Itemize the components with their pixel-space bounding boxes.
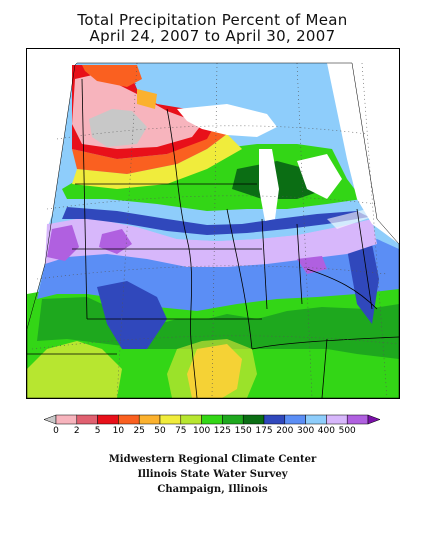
legend-tick-label: 175 <box>255 426 273 436</box>
legend-tick-label: 500 <box>338 426 356 436</box>
legend-swatch <box>97 414 119 425</box>
color-legend <box>43 414 381 425</box>
precip-zone-north-gray <box>89 109 147 147</box>
legend-tick-label: 100 <box>193 426 211 436</box>
legend-tick-label: 10 <box>112 426 125 436</box>
legend-tick-label: 5 <box>94 426 101 436</box>
legend-swatch <box>159 414 182 425</box>
legend-tick-label: 0 <box>53 426 59 436</box>
precip-zone-magenta-2 <box>99 229 132 254</box>
state-line <box>356 208 373 310</box>
legend-swatch-high <box>367 414 381 425</box>
legend-swatch <box>55 414 78 425</box>
precip-zone-upper-darkblue <box>62 207 369 235</box>
state-line <box>191 348 198 398</box>
state-line <box>296 223 303 305</box>
precip-zone-magenta-3 <box>297 256 327 274</box>
legend-swatch <box>222 414 244 425</box>
domain-outline <box>27 62 399 398</box>
legend-tick-label: 75 <box>175 426 187 436</box>
credit-line-3: Champaign, Illinois <box>157 484 268 495</box>
precip-zone-south-yellow <box>27 341 122 398</box>
state-line <box>81 78 88 320</box>
precip-zone-magenta <box>47 225 79 261</box>
precipitation-map <box>26 48 400 399</box>
legend-swatch <box>242 414 265 425</box>
state-line <box>261 218 268 310</box>
state-boundaries <box>27 78 399 398</box>
precip-zone-north-orange-2 <box>82 65 142 87</box>
legend-tick-label: 25 <box>133 426 145 436</box>
map-title-line-1: Total Precipitation Percent of Mean <box>77 11 348 29</box>
legend-tick-label: 150 <box>234 426 252 436</box>
legend-swatch <box>263 414 286 425</box>
legend-swatch <box>118 414 140 425</box>
lake-huron <box>297 154 342 199</box>
state-line <box>166 108 193 350</box>
legend-tick-label: 300 <box>297 426 315 436</box>
lake-erie <box>327 209 372 229</box>
legend-tick-label: 50 <box>154 426 166 436</box>
legend-swatch <box>76 414 98 425</box>
legend-swatch <box>326 414 348 425</box>
credit-line-1: Midwestern Regional Climate Center <box>108 454 317 465</box>
lake-superior <box>177 104 277 137</box>
legend-swatch <box>284 414 306 425</box>
credit-line-2: Illinois State Water Survey <box>137 469 288 480</box>
legend-swatches <box>43 414 381 425</box>
legend-swatch <box>201 414 223 425</box>
precip-zone-north-yellow-2 <box>137 89 157 109</box>
precip-zone-south-yellow-2 <box>167 339 257 398</box>
precipitation-map-svg <box>27 49 399 398</box>
state-line <box>321 338 328 398</box>
precip-zone-purple <box>45 217 377 267</box>
precip-zone-central-darkblue <box>97 281 167 349</box>
legend-swatch <box>305 414 327 425</box>
precip-zone-upper-blue <box>49 199 372 241</box>
legend-tick-label: 125 <box>213 426 231 436</box>
map-title-line-2: April 24, 2007 to April 30, 2007 <box>89 27 336 45</box>
legend-tick-label: 2 <box>73 426 80 436</box>
precip-zone-north-yellow <box>72 134 242 189</box>
legend-swatch-low <box>43 414 57 425</box>
state-line <box>251 336 399 350</box>
legend-tick-label: 400 <box>317 426 335 436</box>
legend-tick-label: 200 <box>276 426 294 436</box>
legend-swatch <box>346 414 369 425</box>
precip-zone-north-orange <box>72 124 227 174</box>
lake-michigan <box>259 149 279 221</box>
state-line <box>226 208 253 350</box>
no-data-northeast <box>327 63 399 244</box>
legend-swatch <box>180 414 202 425</box>
legend-swatch <box>138 414 161 425</box>
